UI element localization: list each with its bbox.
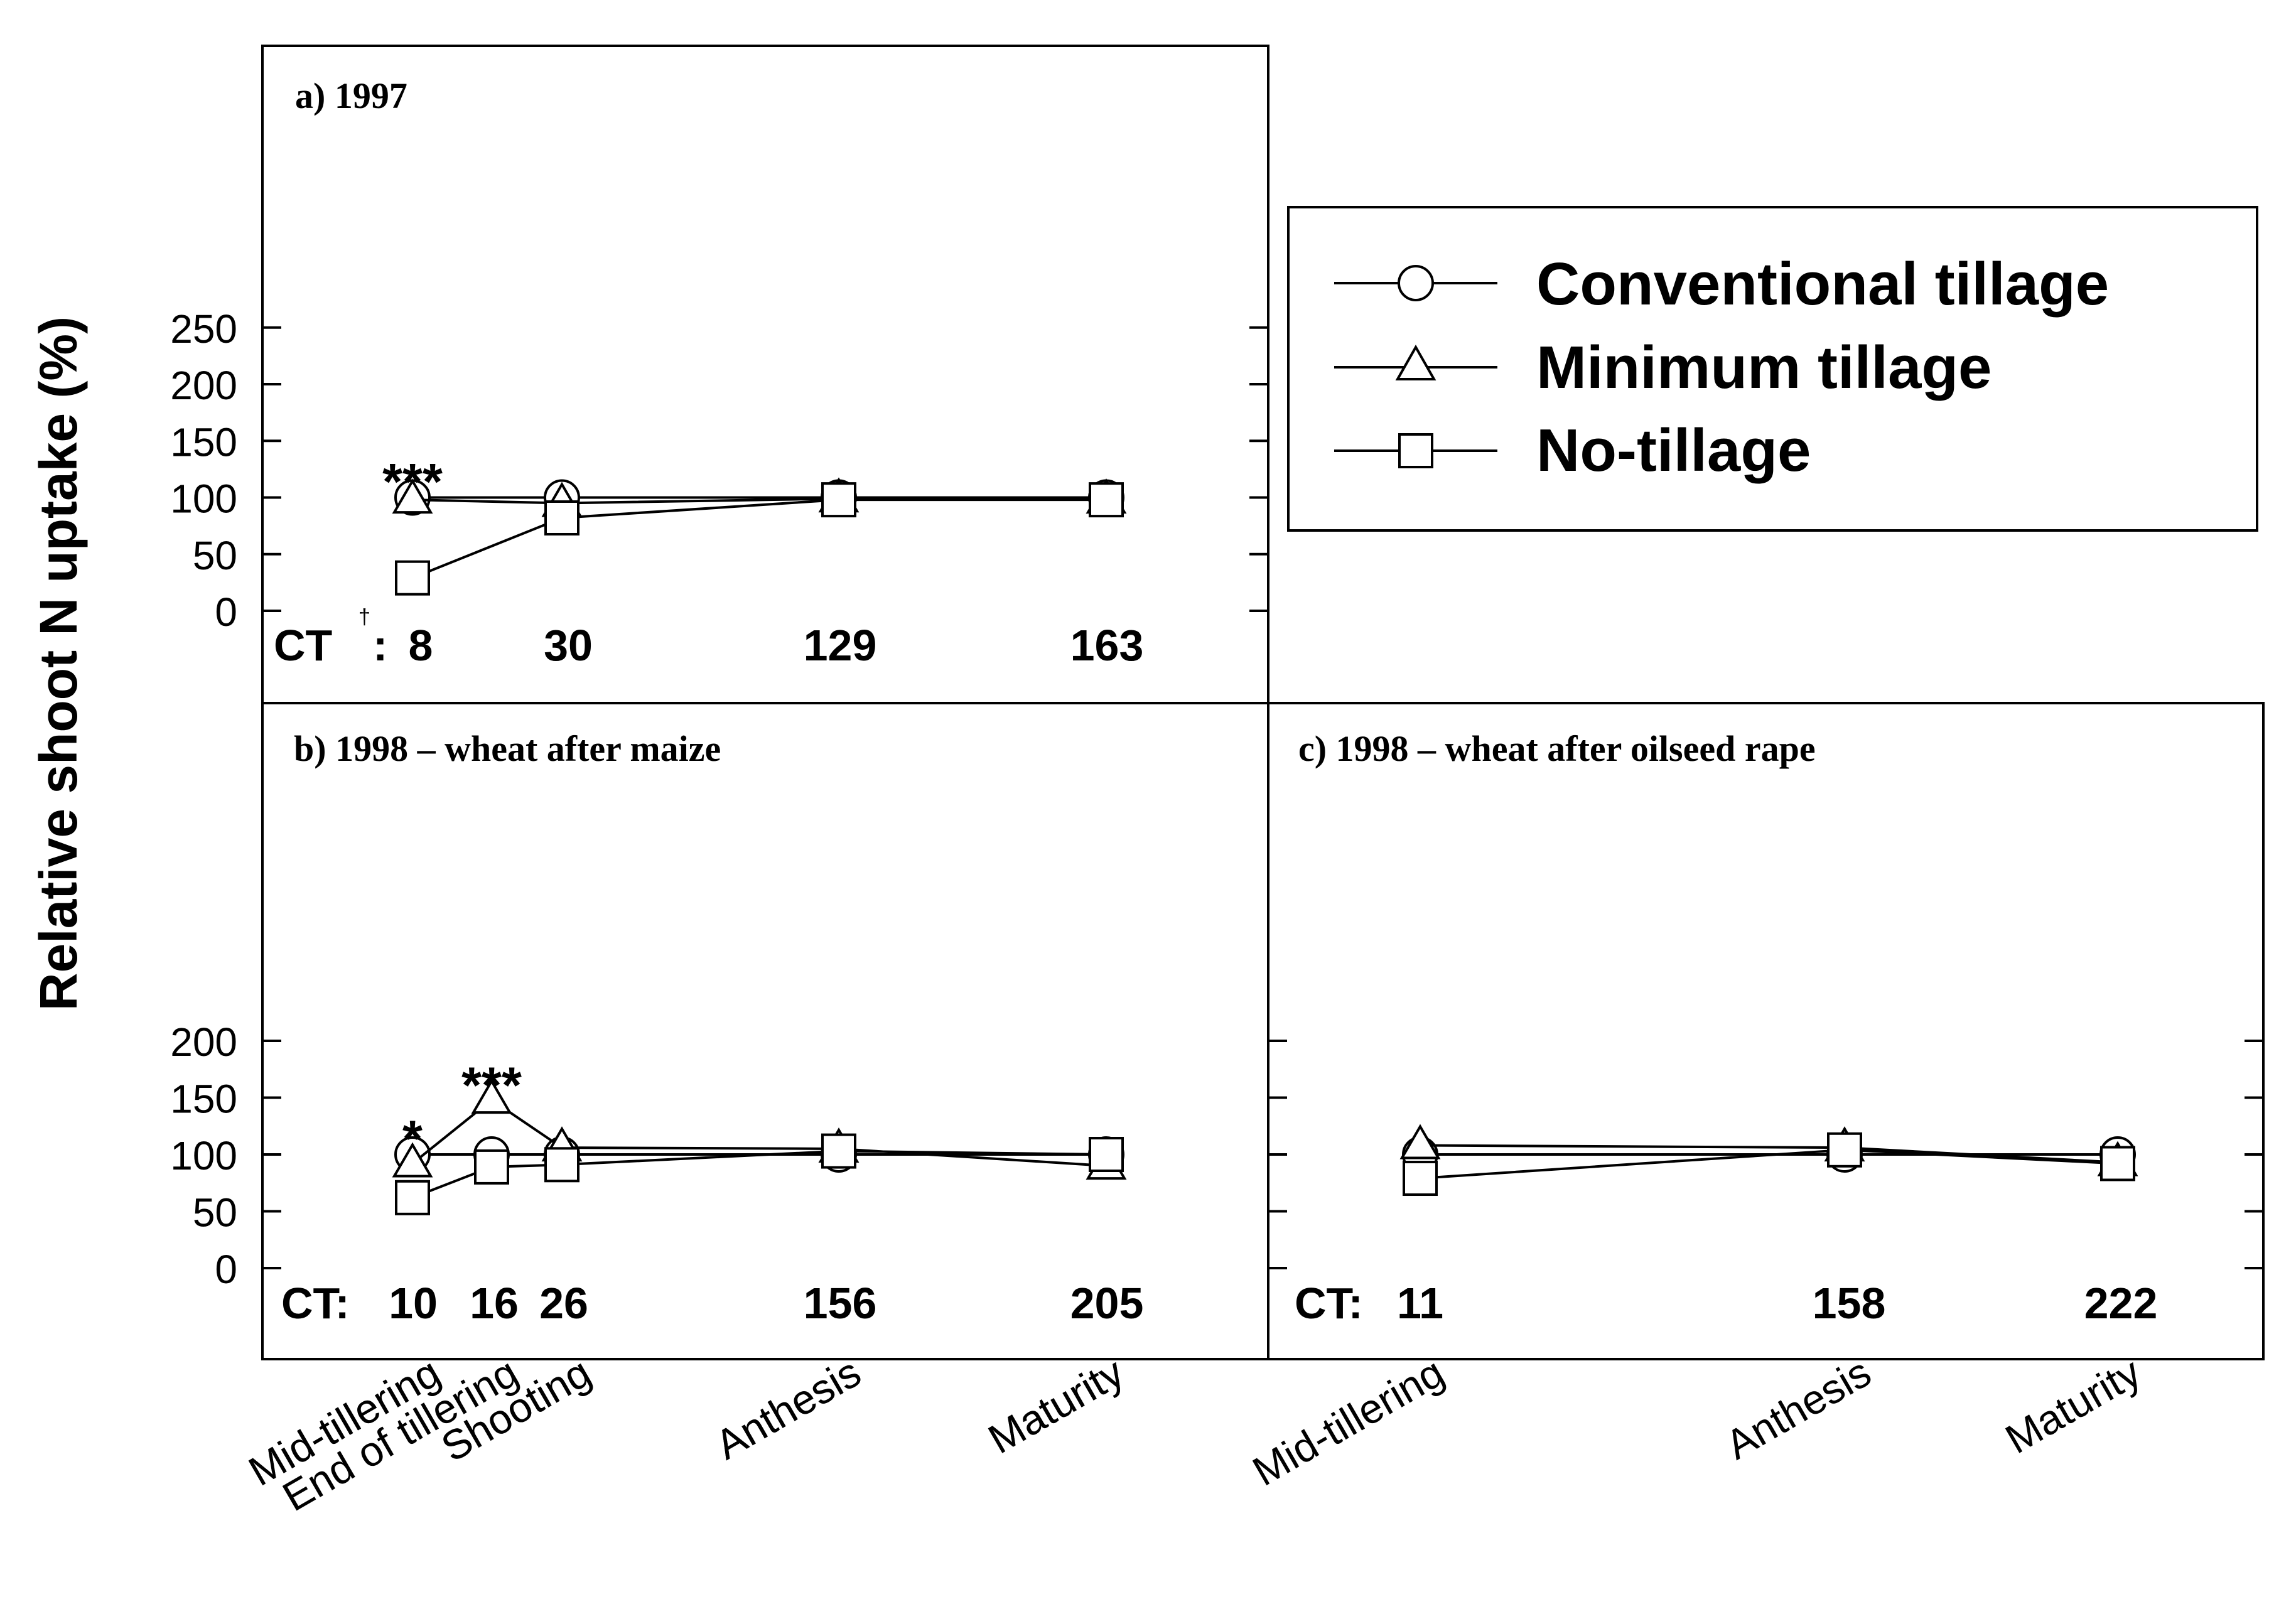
panel-b-point-triangle <box>392 1142 433 1178</box>
panel-a-ct-value: 8 <box>409 621 433 670</box>
panel-c-ct-prefix: CT: <box>1295 1279 1363 1328</box>
panel-b-point-square <box>1089 1137 1124 1172</box>
panel-c-ct-value: 158 <box>1813 1279 1886 1328</box>
panel-c-title: c) 1998 – wheat after oilseed rape <box>1298 728 1816 769</box>
panel-b-ytick-label: 200 <box>170 1020 237 1065</box>
panel-b-ct-value: 205 <box>1070 1279 1144 1328</box>
panel-a-ct-value: 163 <box>1070 621 1144 670</box>
panel-a-ytick-label: 50 <box>193 533 237 578</box>
panel-a-ytick-label: 150 <box>170 419 237 465</box>
legend-label-conventional: Conventional tillage <box>1536 250 2109 318</box>
panel-b-ct-prefix: CT: <box>281 1279 350 1328</box>
panel-a-point-square <box>1089 482 1124 518</box>
legend-marker-triangle <box>1395 344 1436 380</box>
panel-a-ct-colon: : <box>373 621 387 670</box>
panel-a-ytick-label: 200 <box>170 363 237 408</box>
panel-a-ct-prefix: CT <box>274 621 332 670</box>
panel-a-ytick-label: 0 <box>215 589 237 635</box>
panel-c-point-square <box>1827 1132 1862 1168</box>
panel-b-ct-value: 26 <box>539 1279 588 1328</box>
panel-a-point-square <box>544 500 579 535</box>
panel-a-significance: *** <box>382 453 443 510</box>
panel-b-title: b) 1998 – wheat after maize <box>294 728 721 769</box>
panel-a-title: a) 1997 <box>295 75 407 116</box>
panel-b-point-square <box>821 1133 856 1169</box>
panel-a-ytick-label: 250 <box>170 306 237 352</box>
legend-label-notillage: No-tillage <box>1536 417 1811 484</box>
panel-b-point-square <box>474 1149 509 1185</box>
panel-c-point-square <box>2100 1146 2135 1181</box>
panel-a-ct-value: 30 <box>544 621 593 670</box>
panel-b-ytick-label: 150 <box>170 1077 237 1122</box>
panel-a-point-square <box>395 560 430 596</box>
panel-a-ytick-label: 100 <box>170 476 237 522</box>
panel-a-ct-value: 129 <box>804 621 877 670</box>
legend-marker-square <box>1398 433 1433 468</box>
panel-b-point-square <box>544 1147 579 1183</box>
panel-b-ytick-label: 100 <box>170 1133 237 1178</box>
panel-c-ct-value: 11 <box>1397 1279 1443 1328</box>
panel-a-point-triangle <box>392 478 433 514</box>
panel-b-significance: * <box>402 1111 423 1168</box>
legend-label-minimum: Minimum tillage <box>1536 334 1991 401</box>
panel-a-line-square <box>412 498 1106 579</box>
panel-b-ct-value: 16 <box>470 1279 519 1328</box>
panel-b-point-square <box>395 1180 430 1215</box>
panel-b-significance: *** <box>461 1057 522 1114</box>
panel-a-point-square <box>821 482 856 518</box>
panel-b-ct-value: 10 <box>389 1279 438 1328</box>
y-axis-label: Relative shoot N uptake (%) <box>29 316 88 1011</box>
legend: Conventional tillage Minimum tillage No-… <box>1287 206 2258 532</box>
panel-b-ytick-label: 0 <box>215 1247 237 1292</box>
panel-c-point-triangle <box>1399 1124 1441 1159</box>
panel-a-ct-dagger: † <box>358 605 370 629</box>
panel-c-point-square <box>1403 1161 1438 1197</box>
panel-b-ct-value: 156 <box>804 1279 877 1328</box>
panel-b-ytick-label: 50 <box>193 1190 237 1235</box>
legend-marker-circle <box>1398 265 1434 301</box>
legend-box <box>1287 206 2258 532</box>
panel-c-ct-value: 222 <box>2084 1279 2158 1328</box>
panel-b-point-triangle <box>471 1079 512 1114</box>
panel-c-frame <box>1267 702 2265 1360</box>
